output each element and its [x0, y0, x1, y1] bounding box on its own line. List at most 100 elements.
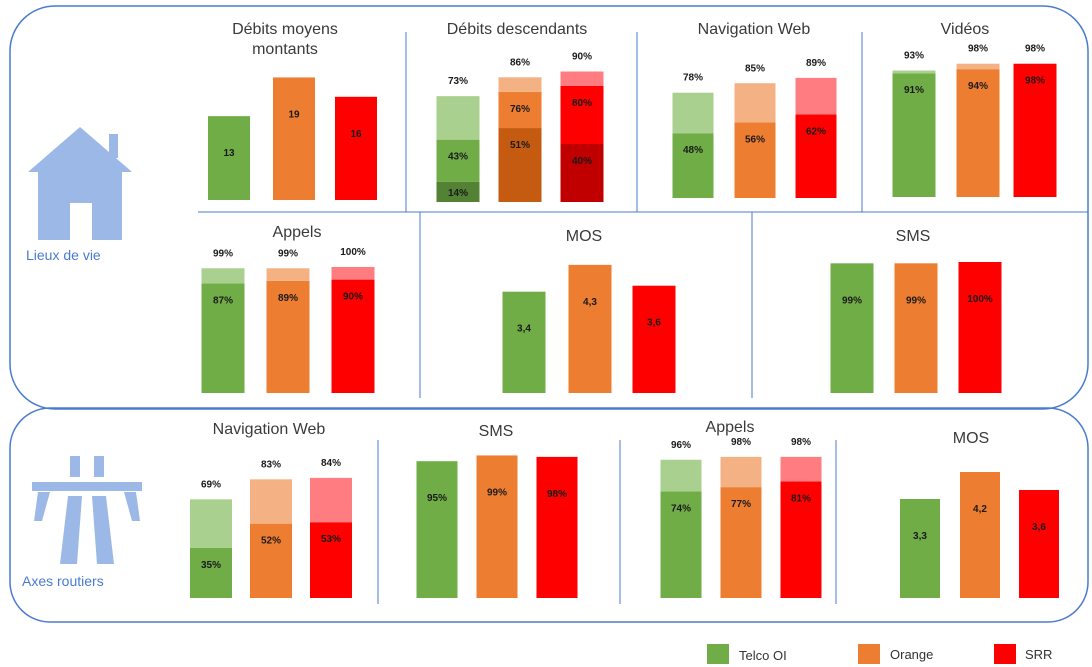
bar-videos-orange: [956, 69, 1000, 197]
value-label-appels-lieux-orange: 89%: [278, 293, 298, 304]
bar-navigation-axes-srr: [310, 522, 352, 598]
value-label-videos-orange: 98%: [968, 44, 988, 55]
bar-appels-axes-telco: [660, 491, 702, 598]
value-label-appels-lieux-telco: 87%: [213, 295, 233, 306]
value-label-mos-axes-srr: 3,6: [1032, 522, 1046, 533]
charts-layer: Débits moyens montants 13 19 16 Débits descen…: [190, 21, 1059, 598]
bar-navigation-lieux-telco: [672, 92, 714, 134]
value-label-navigation-axes-telco: 69%: [201, 479, 221, 490]
bar-debits-descendants-srr: [560, 144, 604, 202]
value-label-navigation-axes-srr: 53%: [321, 534, 341, 545]
value-label-mos-lieux-orange: 4,3: [583, 297, 597, 308]
value-label-navigation-lieux-srr: 89%: [806, 58, 826, 69]
bar-videos-orange: [956, 63, 1000, 70]
bar-videos-telco: [892, 70, 936, 74]
bar-sms-lieux-telco: [830, 263, 874, 393]
bar-sms-axes-srr: [536, 456, 578, 598]
chart-title-navigation-axes: Navigation Web: [213, 421, 326, 438]
bar-sms-axes-telco: [416, 461, 458, 598]
value-label-appels-axes-orange: 98%: [731, 437, 751, 448]
bar-navigation-axes-telco: [190, 547, 232, 598]
bar-appels-lieux-telco: [201, 283, 245, 393]
bar-navigation-axes-orange: [250, 479, 292, 524]
value-label-navigation-lieux-srr: 62%: [806, 126, 826, 137]
chart-title-debits-montants: Débits moyens: [232, 21, 338, 38]
chart-panel-mos-lieux: MOS 3,4 4,3 3,6: [502, 228, 676, 393]
bar-navigation-lieux-telco: [672, 133, 714, 198]
value-label-navigation-lieux-orange: 56%: [745, 134, 765, 145]
value-label-videos-srr: 98%: [1025, 76, 1045, 87]
chart-title-debits-montants: montants: [252, 41, 318, 58]
road-icon: [32, 456, 142, 564]
value-label-sms-lieux-srr: 100%: [967, 294, 993, 305]
bar-debits-montants-telco: [208, 116, 250, 200]
bar-navigation-lieux-orange: [734, 122, 776, 198]
bar-navigation-lieux-orange: [734, 83, 776, 123]
value-label-appels-axes-telco: 96%: [671, 440, 691, 451]
chart-panel-sms-lieux: SMS 99% 99% 100%: [830, 228, 1002, 393]
value-label-debits-descendants-srr: 90%: [572, 52, 592, 63]
value-label-videos-telco: 91%: [904, 85, 924, 96]
bar-debits-descendants-telco: [436, 139, 480, 182]
bar-debits-descendants-srr: [560, 86, 604, 144]
value-label-sms-axes-telco: 95%: [427, 493, 447, 504]
chart-panel-navigation-axes: Navigation Web 35% 69% 52% 83% 53% 84%: [190, 421, 352, 598]
chart-title-appels-lieux: Appels: [273, 224, 322, 241]
bar-appels-axes-srr: [780, 456, 822, 482]
chart-panel-appels-lieux: Appels 87% 99% 89% 99% 90% 100%: [201, 224, 375, 393]
value-label-sms-lieux-orange: 99%: [906, 295, 926, 306]
bar-mos-axes-telco: [900, 499, 940, 598]
value-label-videos-telco: 93%: [904, 51, 924, 62]
value-label-appels-axes-orange: 77%: [731, 499, 751, 510]
value-label-debits-descendants-telco: 73%: [448, 76, 468, 87]
legend-swatch-telco: [707, 644, 729, 664]
value-label-navigation-axes-orange: 83%: [261, 459, 281, 470]
bar-mos-axes-srr: [1019, 490, 1059, 598]
value-label-sms-lieux-telco: 99%: [842, 295, 862, 306]
value-label-navigation-axes-srr: 84%: [321, 458, 341, 469]
value-label-appels-axes-telco: 74%: [671, 503, 691, 514]
legend-label-srr: SRR: [1025, 647, 1052, 662]
chart-title-mos-lieux: MOS: [566, 228, 602, 245]
value-label-navigation-lieux-orange: 85%: [745, 63, 765, 74]
chart-panel-debits-descendants: Débits descendants 14% 43% 73% 51% 76% 86% 40% 8…: [436, 21, 604, 202]
value-label-navigation-lieux-telco: 78%: [683, 73, 703, 84]
bar-sms-lieux-srr: [958, 262, 1002, 393]
value-label-videos-srr: 98%: [1025, 44, 1045, 55]
bar-navigation-axes-telco: [190, 499, 232, 548]
bar-mos-axes-orange: [960, 472, 1000, 598]
value-label-debits-montants-telco: 13: [223, 148, 235, 159]
value-label-debits-descendants-orange: 76%: [510, 104, 530, 115]
value-label-debits-montants-srr: 16: [350, 129, 362, 140]
chart-title-appels-axes: Appels: [706, 419, 755, 436]
section-frame-lieux: [9, 5, 1089, 410]
section-label-axes: Axes routiers: [22, 573, 104, 589]
bar-debits-descendants-orange: [498, 128, 542, 202]
bar-debits-montants-orange: [273, 77, 315, 200]
value-label-mos-lieux-telco: 3,4: [517, 324, 531, 335]
panel-separators: [198, 32, 1088, 604]
bar-appels-axes-orange: [720, 456, 762, 488]
bar-videos-telco: [892, 73, 936, 197]
value-label-navigation-axes-telco: 35%: [201, 560, 221, 571]
value-label-debits-descendants-srr: 40%: [572, 156, 592, 167]
bar-debits-descendants-telco: [436, 181, 480, 202]
bar-sms-axes-orange: [476, 455, 518, 598]
bar-appels-axes-orange: [720, 487, 762, 598]
value-label-mos-axes-orange: 4,2: [973, 504, 987, 515]
value-label-debits-descendants-orange: 51%: [510, 140, 530, 151]
chart-title-navigation-lieux: Navigation Web: [698, 21, 811, 38]
legend: Telco OI Orange SRR: [707, 644, 1052, 664]
chart-title-mos-axes: MOS: [953, 430, 989, 447]
bar-debits-descendants-srr: [560, 71, 604, 86]
chart-panel-mos-axes: MOS 3,3 4,2 3,6: [900, 430, 1059, 598]
bar-videos-srr: [1013, 63, 1057, 197]
chart-panel-sms-axes: SMS 95% 99% 98%: [416, 423, 578, 598]
section-label-lieux: Lieux de vie: [26, 247, 101, 263]
bar-appels-lieux-orange: [266, 280, 310, 393]
bar-appels-lieux-orange: [266, 268, 310, 281]
bar-debits-descendants-orange: [498, 77, 542, 92]
section-frame-axes: [9, 407, 1089, 623]
bar-debits-descendants-telco: [436, 96, 480, 140]
